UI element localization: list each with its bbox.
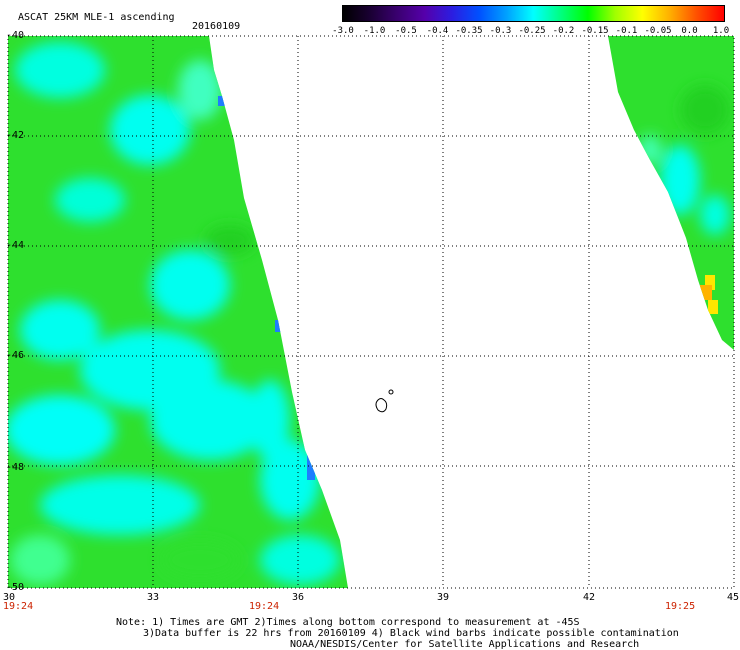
- product-date: 20160109: [192, 21, 241, 32]
- right-swath: [608, 36, 734, 350]
- colorbar-tick-label: -3.0: [332, 26, 354, 36]
- island-outline: [375, 398, 388, 413]
- map-frame: [7, 35, 735, 589]
- note-line-1: Note: 1) Times are GMT 2)Times along bot…: [116, 617, 580, 628]
- note-line-2: 3)Data buffer is 22 hrs from 20160109 4)…: [143, 628, 679, 639]
- left-swath: [8, 36, 348, 588]
- lat-label: -40: [6, 30, 25, 41]
- colorbar-tick-label: -0.2: [552, 26, 575, 36]
- colorbar-tick-label: -0.1: [615, 26, 638, 36]
- colorbar-tick-label: 0.0: [681, 26, 698, 36]
- note-line-3: NOAA/NESDIS/Center for Satellite Applica…: [290, 639, 640, 650]
- colorbar-tick-label: -0.5: [395, 26, 417, 36]
- lon-label: 36: [292, 592, 305, 603]
- colorbar-tick-label: -0.25: [518, 26, 546, 36]
- pass-time: 19:24: [3, 601, 34, 612]
- lat-label: -50: [6, 582, 25, 593]
- lat-label: -44: [6, 240, 25, 251]
- colorbar-tick-label: -0.15: [581, 26, 609, 36]
- lon-label: 30: [3, 592, 16, 603]
- lat-label: -42: [6, 130, 25, 141]
- pass-time: 19:25: [665, 601, 696, 612]
- color-scale-bar: [342, 5, 725, 22]
- pass-time: 19:24: [249, 601, 280, 612]
- product-title: ASCAT 25KM MLE-1 ascending: [18, 12, 175, 23]
- colorbar-tick-label: -1.0: [363, 26, 386, 36]
- graticule: [8, 36, 734, 588]
- lon-label: 42: [583, 592, 596, 603]
- lon-label: 33: [147, 592, 160, 603]
- colorbar-tick-label: -0.35: [455, 26, 483, 36]
- lon-label: 45: [727, 592, 740, 603]
- colorbar-tick-label: -0.4: [426, 26, 449, 36]
- lat-label: -48: [6, 462, 25, 473]
- lat-label: -46: [6, 350, 25, 361]
- colorbar-tick-label: -0.05: [644, 26, 672, 36]
- colorbar-tick-label: -0.3: [489, 26, 512, 36]
- lon-label: 39: [437, 592, 450, 603]
- colorbar-tick-label: 1.0: [712, 26, 730, 36]
